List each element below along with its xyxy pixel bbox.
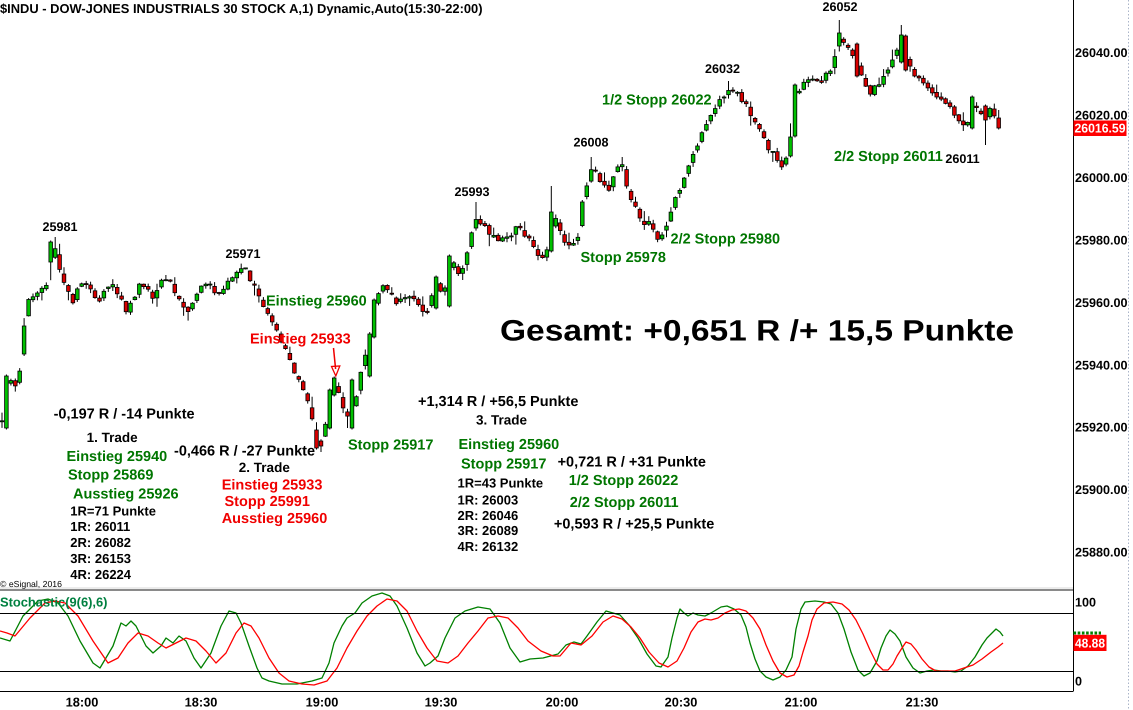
svg-text:Stochastic(9(6),6): Stochastic(9(6),6): [0, 595, 107, 610]
svg-text:25993: 25993: [454, 185, 489, 199]
svg-text:Stopp 25869: Stopp 25869: [68, 468, 153, 484]
svg-text:Gesamt: +0,651 R /+ 15,5 Punkt: Gesamt: +0,651 R /+ 15,5 Punkte: [500, 315, 1014, 348]
svg-text:25920.00: 25920.00: [1075, 421, 1128, 435]
svg-text:$INDU - DOW-JONES INDUSTRIALS: $INDU - DOW-JONES INDUSTRIALS 30 STOCK A…: [0, 1, 483, 16]
svg-text:26020.00: 26020.00: [1075, 108, 1128, 122]
svg-text:4R: 26224: 4R: 26224: [70, 567, 131, 582]
svg-text:4R: 26132: 4R: 26132: [458, 539, 519, 554]
svg-text:26011: 26011: [945, 152, 979, 166]
svg-text:26040.00: 26040.00: [1075, 46, 1128, 60]
svg-text:2R: 26046: 2R: 26046: [458, 508, 519, 523]
svg-text:-0,466 R / -27 Punkte: -0,466 R / -27 Punkte: [174, 444, 315, 460]
svg-text:19:30: 19:30: [425, 695, 458, 710]
svg-text:Ausstieg 25926: Ausstieg 25926: [73, 487, 179, 503]
svg-text:1R=43 Punkte: 1R=43 Punkte: [458, 476, 544, 491]
svg-text:1. Trade: 1. Trade: [87, 430, 139, 445]
svg-text:25981: 25981: [42, 220, 77, 234]
svg-text:20:00: 20:00: [546, 695, 579, 710]
svg-text:25880.00: 25880.00: [1075, 546, 1128, 560]
svg-text:100: 100: [1075, 596, 1096, 610]
svg-text:3R: 26089: 3R: 26089: [458, 523, 519, 538]
svg-text:Ausstieg 25960: Ausstieg 25960: [222, 511, 328, 527]
svg-text:26052: 26052: [822, 0, 857, 14]
svg-text:48.88: 48.88: [1075, 635, 1105, 650]
svg-text:25980.00: 25980.00: [1075, 233, 1128, 247]
svg-text:26016.59: 26016.59: [1075, 121, 1126, 136]
svg-text:Einstieg 25940: Einstieg 25940: [67, 449, 168, 465]
svg-text:1/2 Stopp 26022: 1/2 Stopp 26022: [569, 473, 679, 489]
svg-text:18:00: 18:00: [66, 695, 99, 710]
svg-text:3R: 26153: 3R: 26153: [70, 551, 131, 566]
svg-text:Einstieg 25960: Einstieg 25960: [266, 294, 367, 310]
svg-text:2/2 Stopp 26011: 2/2 Stopp 26011: [570, 495, 679, 511]
svg-text:Einstieg 25933: Einstieg 25933: [250, 331, 351, 347]
svg-text:19:00: 19:00: [306, 695, 339, 710]
svg-text:Stopp 25917: Stopp 25917: [348, 438, 433, 454]
svg-text:Stopp 25991: Stopp 25991: [225, 494, 310, 510]
svg-text:26000.00: 26000.00: [1075, 171, 1128, 185]
svg-text:21:00: 21:00: [785, 695, 818, 710]
svg-text:Stopp 25978: Stopp 25978: [581, 250, 666, 266]
svg-text:26032: 26032: [705, 62, 740, 76]
svg-text:Stopp 25917: Stopp 25917: [461, 456, 546, 472]
svg-text:25900.00: 25900.00: [1075, 483, 1128, 497]
svg-text:2. Trade: 2. Trade: [239, 460, 291, 475]
svg-text:Einstieg 25960: Einstieg 25960: [459, 437, 560, 453]
svg-text:18:30: 18:30: [185, 695, 218, 710]
svg-text:+0,593 R / +25,5 Punkte: +0,593 R / +25,5 Punkte: [554, 517, 714, 533]
svg-text:2/2 Stopp 25980: 2/2 Stopp 25980: [671, 232, 781, 248]
svg-text:25960.00: 25960.00: [1075, 296, 1128, 310]
svg-text:-0,197 R / -14 Punkte: -0,197 R / -14 Punkte: [54, 406, 195, 422]
svg-text:1R=71 Punkte: 1R=71 Punkte: [70, 503, 156, 518]
svg-text:25940.00: 25940.00: [1075, 358, 1128, 372]
svg-text:Einstieg 25933: Einstieg 25933: [222, 477, 323, 493]
svg-text:© eSignal, 2016: © eSignal, 2016: [0, 579, 62, 589]
svg-text:21:30: 21:30: [906, 695, 939, 710]
svg-text:1R: 26003: 1R: 26003: [458, 493, 519, 508]
svg-text:25971: 25971: [225, 247, 260, 261]
svg-text:0: 0: [1075, 675, 1082, 689]
svg-text:+0,721 R / +31 Punkte: +0,721 R / +31 Punkte: [558, 455, 706, 471]
svg-text:2/2 Stopp 26011: 2/2 Stopp 26011: [834, 149, 943, 165]
svg-text:1R: 26011: 1R: 26011: [70, 519, 130, 534]
svg-text:+1,314 R / +56,5 Punkte: +1,314 R / +56,5 Punkte: [418, 394, 578, 410]
svg-text:1/2 Stopp 26022: 1/2 Stopp 26022: [602, 92, 712, 108]
svg-text:20:30: 20:30: [665, 695, 698, 710]
svg-text:2R: 26082: 2R: 26082: [70, 535, 131, 550]
svg-text:26008: 26008: [573, 135, 608, 149]
svg-text:3. Trade: 3. Trade: [476, 413, 528, 428]
